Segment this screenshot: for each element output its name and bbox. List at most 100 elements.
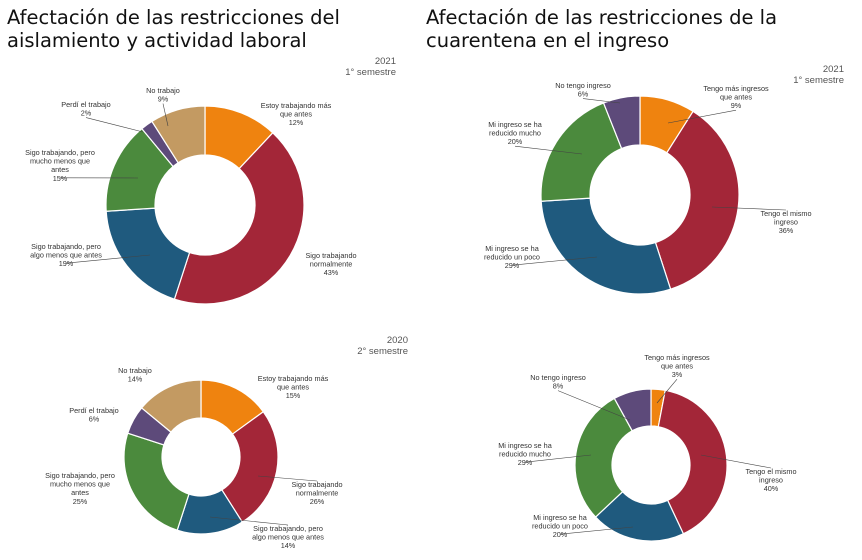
slice-label-line: Sigo trabajando, pero xyxy=(253,524,323,533)
slice-label-mi-ingreso-se-ha-reducido-un-poco: Mi ingreso se ha reducido un poco 20% xyxy=(532,513,588,539)
slice-label-line: Mi ingreso se ha xyxy=(485,244,539,253)
slice-value-label: 43% xyxy=(324,268,339,277)
slice-value-label: 12% xyxy=(289,118,304,127)
slice-value-label: 26% xyxy=(310,497,325,506)
slice-label-line: reducido mucho xyxy=(499,450,551,459)
slice-label-line: Tengo el mismo xyxy=(760,209,811,218)
slice-label-tengo-mas-ingresos-que-antes: Tengo más ingresos que antes 9% xyxy=(703,84,769,110)
slice-tengo-el-mismo-ingreso xyxy=(654,110,740,290)
slice-value-label: 9% xyxy=(158,95,169,104)
slice-label-line: Mi ingreso se ha xyxy=(498,441,552,450)
leader-line xyxy=(667,109,737,124)
donut-chart-4: Tengo más ingresos que antes 3% Tengo el mi… xyxy=(498,353,797,542)
leader-line xyxy=(209,516,289,526)
slice-sigo-trabajando-normalmente xyxy=(173,131,305,305)
slice-label-tengo-el-mismo-ingreso: Tengo el mismo ingreso 36% xyxy=(760,209,811,235)
leader-line xyxy=(511,256,598,266)
slice-value-label: 20% xyxy=(508,137,523,146)
leader-line xyxy=(524,454,592,463)
slice-value-label: 3% xyxy=(672,370,683,379)
period-label-2021-income: 2021 1° semestre xyxy=(784,64,844,86)
donut-chart-1: Estoy trabajando más que antes 12% Sigo tra… xyxy=(25,86,357,305)
slice-value-label: 6% xyxy=(578,90,589,99)
slice-sigo-trabajando-pero-algo-menos-que-antes xyxy=(105,207,191,300)
slice-value-label: 40% xyxy=(764,484,779,493)
slice-label-line: mucho menos que xyxy=(30,157,90,166)
slice-label-perdi-el-trabajo: Perdí el trabajo 2% xyxy=(61,100,111,118)
slice-label-line: Sigo trabajando xyxy=(291,480,342,489)
slice-value-label: 2% xyxy=(81,109,92,118)
slice-label-estoy-trabajando-mas-que-antes: Estoy trabajando más que antes 15% xyxy=(258,374,329,400)
slice-label-line: reducido mucho xyxy=(489,129,541,138)
slice-value-label: 36% xyxy=(779,226,794,235)
slice-value-label: 14% xyxy=(128,375,143,384)
slice-label-line: que antes xyxy=(280,110,312,119)
slice-label-line: Mi ingreso se ha xyxy=(533,513,587,522)
leader-line xyxy=(711,206,787,211)
slice-label-no-trabajo: No trabajo 9% xyxy=(146,86,180,104)
slice-label-line: mucho menos que xyxy=(50,480,110,489)
slice-mi-ingreso-se-ha-reducido-mucho xyxy=(574,397,634,518)
leader-line xyxy=(162,103,169,127)
leader-line xyxy=(700,454,772,469)
period-year: 2020 xyxy=(386,335,408,346)
slice-label-line: antes xyxy=(51,165,69,174)
slice-label-line: reducido un poco xyxy=(532,522,588,531)
slice-label-line: No trabajo xyxy=(118,366,152,375)
slice-label-line: Estoy trabajando más xyxy=(261,101,332,110)
slice-label-line: Perdí el trabajo xyxy=(61,100,111,109)
slice-no-trabajo xyxy=(140,379,202,433)
leader-line xyxy=(656,379,678,404)
slice-value-label: 19% xyxy=(59,259,74,268)
slice-label-sigo-trabajando-pero-algo-menos-que-antes: Sigo trabajando, pero algo menos que ante… xyxy=(252,524,324,550)
leader-line xyxy=(559,526,634,535)
slice-mi-ingreso-se-ha-reducido-un-poco xyxy=(540,197,672,295)
slice-tengo-el-mismo-ingreso xyxy=(657,389,728,535)
slice-label-line: No tengo ingreso xyxy=(530,373,586,382)
slice-sigo-trabajando-normalmente xyxy=(221,410,279,523)
leader-line xyxy=(582,98,621,104)
slice-label-line: Perdí el trabajo xyxy=(69,406,119,415)
slice-label-line: Tengo más ingresos xyxy=(703,84,769,93)
labor-panel-title: Afectación de las restricciones del aisl… xyxy=(7,6,340,52)
slice-value-label: 8% xyxy=(553,382,564,391)
slice-label-sigo-trabajando-pero-algo-menos-que-antes: Sigo trabajando, pero algo menos que ante… xyxy=(30,242,102,268)
period-semester: 1° semestre xyxy=(793,75,844,86)
slice-label-sigo-trabajando-normalmente: Sigo trabajando normalmente 43% xyxy=(305,251,356,277)
slice-value-label: 29% xyxy=(518,458,533,467)
slice-label-line: Tengo más ingresos xyxy=(644,353,710,362)
leader-line xyxy=(557,390,631,421)
slice-value-label: 20% xyxy=(553,530,568,539)
slice-no-tengo-ingreso xyxy=(602,95,641,150)
slice-no-tengo-ingreso xyxy=(613,388,652,432)
slice-label-sigo-trabajando-pero-mucho-menos-que-antes: Sigo trabajando, pero mucho menos que ante… xyxy=(25,148,95,183)
donut-chart-3: Estoy trabajando más que antes 15% Sigo tra… xyxy=(45,366,342,550)
slice-no-trabajo xyxy=(151,105,206,164)
period-year: 2021 xyxy=(374,56,396,67)
leader-line xyxy=(257,475,318,482)
slice-label-line: Estoy trabajando más xyxy=(258,374,329,383)
slice-label-line: Sigo trabajando, pero xyxy=(25,148,95,157)
slice-label-mi-ingreso-se-ha-reducido-mucho: Mi ingreso se ha reducido mucho 20% xyxy=(488,120,542,146)
slice-value-label: 14% xyxy=(281,541,296,550)
slice-label-line: Sigo trabajando, pero xyxy=(45,471,115,480)
slice-value-label: 15% xyxy=(53,174,68,183)
slice-label-line: que antes xyxy=(720,93,752,102)
slice-value-label: 25% xyxy=(73,497,88,506)
slice-label-line: normalmente xyxy=(296,489,339,498)
slice-label-line: que antes xyxy=(277,383,309,392)
slice-value-label: 15% xyxy=(286,391,301,400)
slice-label-line: algo menos que antes xyxy=(252,533,324,542)
slice-label-tengo-el-mismo-ingreso: Tengo el mismo ingreso 40% xyxy=(745,467,796,493)
slice-label-line: Sigo trabajando xyxy=(305,251,356,260)
slice-label-line: reducido un poco xyxy=(484,253,540,262)
slice-label-line: No trabajo xyxy=(146,86,180,95)
slice-label-line: ingreso xyxy=(774,218,798,227)
leader-line xyxy=(514,145,583,155)
leader-line xyxy=(85,117,144,133)
slice-label-tengo-mas-ingresos-que-antes: Tengo más ingresos que antes 3% xyxy=(644,353,710,379)
slice-label-line: normalmente xyxy=(310,260,353,269)
slice-mi-ingreso-se-ha-reducido-mucho xyxy=(540,102,623,202)
slice-label-line: algo menos que antes xyxy=(30,251,102,260)
